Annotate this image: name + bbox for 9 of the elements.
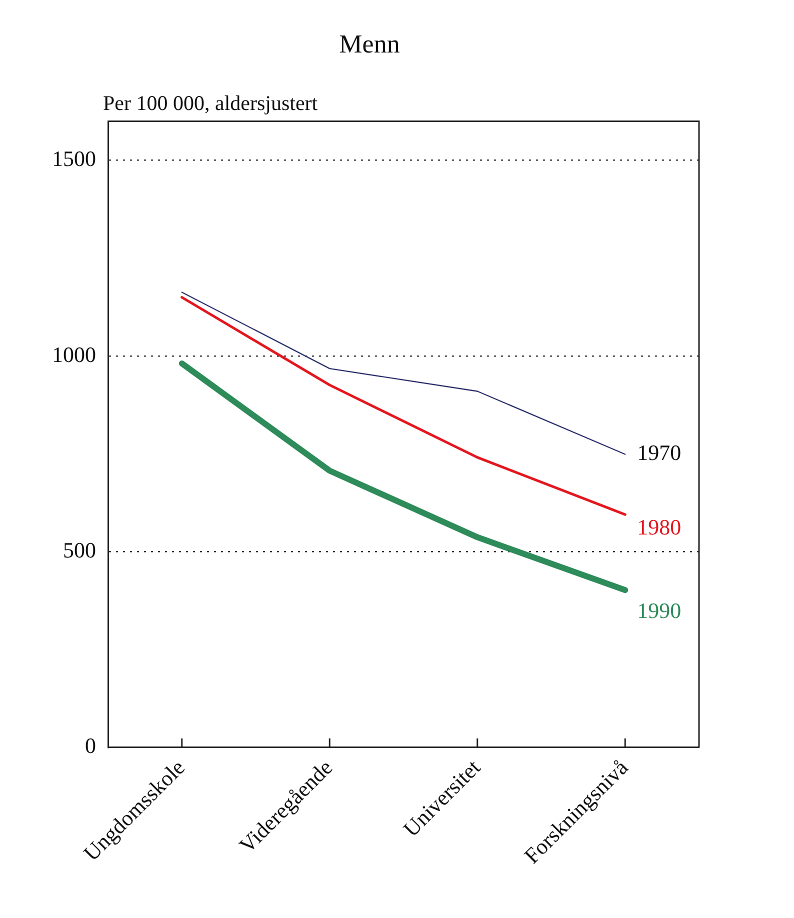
chart-title: Menn [339,29,400,58]
series-label: 1990 [637,598,682,623]
y-tick-label: 1500 [52,146,96,172]
series-label: 1980 [637,514,682,540]
series-label: 1970 [637,440,682,466]
y-tick-label: 500 [63,537,96,562]
y-axis-title: Per 100 000, aldersjustert [103,91,318,116]
y-tick-label: 1000 [52,342,96,367]
y-tick-label: 0 [85,733,96,758]
